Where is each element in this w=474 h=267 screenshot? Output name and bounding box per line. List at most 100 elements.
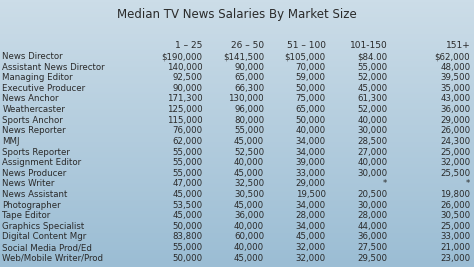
Text: 27,000: 27,000 — [357, 148, 387, 156]
Text: 55,000: 55,000 — [357, 63, 387, 72]
Text: 66,300: 66,300 — [234, 84, 264, 93]
Text: 28,000: 28,000 — [357, 211, 387, 220]
Text: 35,000: 35,000 — [440, 84, 470, 93]
Text: 40,000: 40,000 — [357, 158, 387, 167]
Text: Photographer: Photographer — [2, 201, 61, 210]
Text: 83,800: 83,800 — [172, 233, 202, 241]
Text: 25,500: 25,500 — [440, 169, 470, 178]
Text: 130,000: 130,000 — [228, 95, 264, 104]
Text: 34,000: 34,000 — [295, 137, 326, 146]
Text: 19,500: 19,500 — [296, 190, 326, 199]
Text: 40,000: 40,000 — [234, 222, 264, 231]
Text: 39,000: 39,000 — [296, 158, 326, 167]
Text: 19,800: 19,800 — [440, 190, 470, 199]
Text: 32,000: 32,000 — [295, 243, 326, 252]
Text: 140,000: 140,000 — [167, 63, 202, 72]
Text: 50,000: 50,000 — [172, 222, 202, 231]
Text: 30,500: 30,500 — [440, 211, 470, 220]
Text: $190,000: $190,000 — [162, 52, 202, 61]
Text: 45,000: 45,000 — [295, 233, 326, 241]
Text: 25,000: 25,000 — [440, 222, 470, 231]
Text: 25,000: 25,000 — [440, 148, 470, 156]
Text: $84.00: $84.00 — [357, 52, 387, 61]
Text: 55,000: 55,000 — [172, 158, 202, 167]
Text: 45,000: 45,000 — [234, 254, 264, 263]
Text: 28,000: 28,000 — [295, 211, 326, 220]
Text: Social Media Prod/Ed: Social Media Prod/Ed — [2, 243, 92, 252]
Text: 51 – 100: 51 – 100 — [287, 41, 326, 50]
Text: 80,000: 80,000 — [234, 116, 264, 125]
Text: 45,000: 45,000 — [234, 137, 264, 146]
Text: 29,000: 29,000 — [440, 116, 470, 125]
Text: 45,000: 45,000 — [234, 169, 264, 178]
Text: 36,000: 36,000 — [357, 233, 387, 241]
Text: 24,300: 24,300 — [440, 137, 470, 146]
Text: 55,000: 55,000 — [172, 243, 202, 252]
Text: 39,500: 39,500 — [440, 73, 470, 82]
Text: 23,000: 23,000 — [440, 254, 470, 263]
Text: 70,000: 70,000 — [295, 63, 326, 72]
Text: 32,000: 32,000 — [295, 254, 326, 263]
Text: 45,000: 45,000 — [172, 211, 202, 220]
Text: 34,000: 34,000 — [295, 201, 326, 210]
Text: $105,000: $105,000 — [284, 52, 326, 61]
Text: News Writer: News Writer — [2, 179, 55, 189]
Text: 40,000: 40,000 — [357, 116, 387, 125]
Text: 90,000: 90,000 — [234, 63, 264, 72]
Text: 32,500: 32,500 — [234, 179, 264, 189]
Text: 59,000: 59,000 — [296, 73, 326, 82]
Text: 30,000: 30,000 — [357, 169, 387, 178]
Text: 34,000: 34,000 — [295, 222, 326, 231]
Text: 26 – 50: 26 – 50 — [231, 41, 264, 50]
Text: 50,000: 50,000 — [295, 116, 326, 125]
Text: Digital Content Mgr: Digital Content Mgr — [2, 233, 87, 241]
Text: 21,000: 21,000 — [440, 243, 470, 252]
Text: News Producer: News Producer — [2, 169, 67, 178]
Text: 47,000: 47,000 — [172, 179, 202, 189]
Text: Median TV News Salaries By Market Size: Median TV News Salaries By Market Size — [117, 8, 357, 21]
Text: 33,000: 33,000 — [440, 233, 470, 241]
Text: Sports Anchor: Sports Anchor — [2, 116, 63, 125]
Text: Managing Editor: Managing Editor — [2, 73, 73, 82]
Text: Graphics Specialist: Graphics Specialist — [2, 222, 85, 231]
Text: 75,000: 75,000 — [295, 95, 326, 104]
Text: 61,300: 61,300 — [357, 95, 387, 104]
Text: MMJ: MMJ — [2, 137, 20, 146]
Text: 30,000: 30,000 — [357, 201, 387, 210]
Text: 52,000: 52,000 — [357, 73, 387, 82]
Text: 45,000: 45,000 — [234, 201, 264, 210]
Text: 115,000: 115,000 — [167, 116, 202, 125]
Text: 55,000: 55,000 — [172, 148, 202, 156]
Text: 20,500: 20,500 — [357, 190, 387, 199]
Text: 40,000: 40,000 — [234, 158, 264, 167]
Text: 32,000: 32,000 — [440, 158, 470, 167]
Text: 1 – 25: 1 – 25 — [175, 41, 202, 50]
Text: 55,000: 55,000 — [234, 126, 264, 135]
Text: 151+: 151+ — [446, 41, 470, 50]
Text: 125,000: 125,000 — [167, 105, 202, 114]
Text: 50,000: 50,000 — [295, 84, 326, 93]
Text: Sports Reporter: Sports Reporter — [2, 148, 70, 156]
Text: 96,000: 96,000 — [234, 105, 264, 114]
Text: Web/Mobile Writer/Prod: Web/Mobile Writer/Prod — [2, 254, 103, 263]
Text: 52,000: 52,000 — [357, 105, 387, 114]
Text: 30,500: 30,500 — [234, 190, 264, 199]
Text: 76,000: 76,000 — [172, 126, 202, 135]
Text: 40,000: 40,000 — [234, 243, 264, 252]
Text: *: * — [466, 179, 470, 189]
Text: 55,000: 55,000 — [172, 169, 202, 178]
Text: 53,500: 53,500 — [172, 201, 202, 210]
Text: 44,000: 44,000 — [357, 222, 387, 231]
Text: 101-150: 101-150 — [349, 41, 387, 50]
Text: 27,500: 27,500 — [357, 243, 387, 252]
Text: 52,500: 52,500 — [234, 148, 264, 156]
Text: Assignment Editor: Assignment Editor — [2, 158, 82, 167]
Text: 36,000: 36,000 — [234, 211, 264, 220]
Text: Executive Producer: Executive Producer — [2, 84, 85, 93]
Text: 29,000: 29,000 — [296, 179, 326, 189]
Text: 62,000: 62,000 — [172, 137, 202, 146]
Text: 92,500: 92,500 — [173, 73, 202, 82]
Text: 48,000: 48,000 — [440, 63, 470, 72]
Text: 36,000: 36,000 — [440, 105, 470, 114]
Text: 40,000: 40,000 — [295, 126, 326, 135]
